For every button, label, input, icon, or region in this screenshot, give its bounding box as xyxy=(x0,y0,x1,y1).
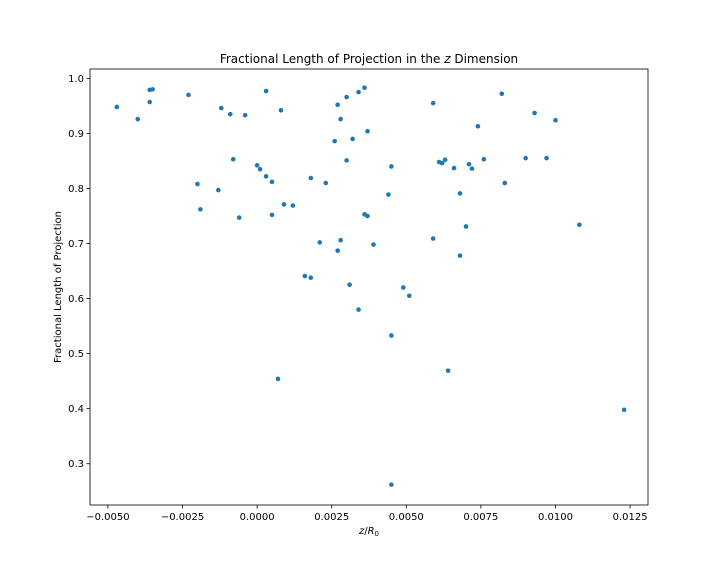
y-tick-label: 0.5 xyxy=(68,349,84,360)
y-axis: 0.3 0.4 0.5 0.6 0.7 0.8 0.9 1.0 xyxy=(68,74,90,470)
data-point xyxy=(389,333,394,338)
data-point xyxy=(362,85,367,91)
data-point xyxy=(317,240,323,245)
data-point xyxy=(457,253,463,258)
data-point xyxy=(553,117,558,123)
data-point xyxy=(577,222,582,228)
data-point xyxy=(457,191,463,196)
data-point xyxy=(365,128,370,134)
data-point xyxy=(278,107,284,113)
data-point xyxy=(257,166,263,172)
data-point xyxy=(302,273,308,279)
data-point xyxy=(466,161,472,167)
data-point xyxy=(216,187,221,193)
data-point xyxy=(386,192,391,197)
data-point xyxy=(463,224,469,229)
data-point xyxy=(469,166,475,171)
data-point xyxy=(389,482,394,487)
x-tick-label: −0.0025 xyxy=(161,512,204,523)
data-point xyxy=(621,407,627,413)
data-point xyxy=(269,179,275,185)
data-point xyxy=(350,136,355,142)
data-point xyxy=(356,307,361,312)
data-point xyxy=(442,157,448,163)
y-tick-label: 0.3 xyxy=(68,459,84,470)
x-tick-label: 0.0025 xyxy=(314,512,349,523)
data-point xyxy=(344,94,349,100)
data-point xyxy=(135,116,141,122)
data-point xyxy=(356,89,361,95)
data-point xyxy=(308,275,314,280)
data-point xyxy=(263,174,269,179)
x-axis: −0.0050 −0.0025 0.0000 0.0025 0.0050 0.0075 0.… xyxy=(86,505,648,523)
data-point xyxy=(523,155,528,161)
data-point xyxy=(430,100,436,106)
data-point xyxy=(263,88,269,94)
data-point xyxy=(347,282,352,288)
data-point xyxy=(389,164,394,169)
plot-frame xyxy=(89,68,649,506)
data-point xyxy=(401,285,406,290)
data-point xyxy=(475,123,481,129)
data-point xyxy=(338,116,343,122)
data-point xyxy=(335,248,340,253)
data-point xyxy=(338,237,343,243)
y-tick-label: 1.0 xyxy=(68,74,84,85)
data-point xyxy=(332,138,337,144)
data-point xyxy=(335,102,340,108)
x-tick-label: −0.0050 xyxy=(86,512,129,523)
y-tick-label: 0.7 xyxy=(68,239,84,250)
data-point xyxy=(114,104,120,110)
x-tick-label: 0.0100 xyxy=(538,512,573,523)
data-point xyxy=(406,293,412,299)
data-point xyxy=(218,105,224,111)
data-point xyxy=(481,156,487,162)
data-point xyxy=(290,203,296,208)
data-point xyxy=(227,111,233,117)
data-point xyxy=(150,87,155,92)
data-point xyxy=(230,156,236,162)
data-point xyxy=(499,91,505,97)
data-point xyxy=(254,163,260,168)
y-tick-label: 0.4 xyxy=(68,404,84,415)
x-tick-label: 0.0075 xyxy=(463,512,498,523)
data-point xyxy=(439,160,445,166)
x-tick-label: 0.0050 xyxy=(389,512,424,523)
data-point xyxy=(242,112,248,118)
data-point xyxy=(198,207,203,212)
y-axis-label: Fractional Length of Projection xyxy=(53,211,64,363)
y-tick-label: 0.9 xyxy=(68,129,84,140)
data-point xyxy=(365,213,370,219)
data-point xyxy=(147,99,152,105)
data-point xyxy=(186,92,191,98)
data-point xyxy=(502,180,508,186)
data-point xyxy=(344,158,349,163)
data-point xyxy=(323,180,329,186)
y-tick-label: 0.6 xyxy=(68,294,84,305)
data-point xyxy=(236,215,242,220)
chart-title: Fractional Length of Projection in the z… xyxy=(220,52,518,66)
data-point xyxy=(269,212,275,218)
data-point xyxy=(430,236,436,241)
data-point xyxy=(308,175,314,181)
x-axis-label: z/R0 xyxy=(358,526,379,538)
data-point xyxy=(371,242,376,247)
data-points xyxy=(114,85,627,487)
data-point xyxy=(275,376,281,382)
data-point xyxy=(544,155,549,161)
data-point xyxy=(281,202,287,207)
data-point xyxy=(451,165,457,171)
data-point xyxy=(532,110,537,116)
data-point xyxy=(445,368,451,373)
y-tick-label: 0.8 xyxy=(68,184,84,195)
x-tick-label: 0.0125 xyxy=(613,512,648,523)
data-point xyxy=(195,181,200,187)
x-tick-label: 0.0000 xyxy=(240,512,275,523)
